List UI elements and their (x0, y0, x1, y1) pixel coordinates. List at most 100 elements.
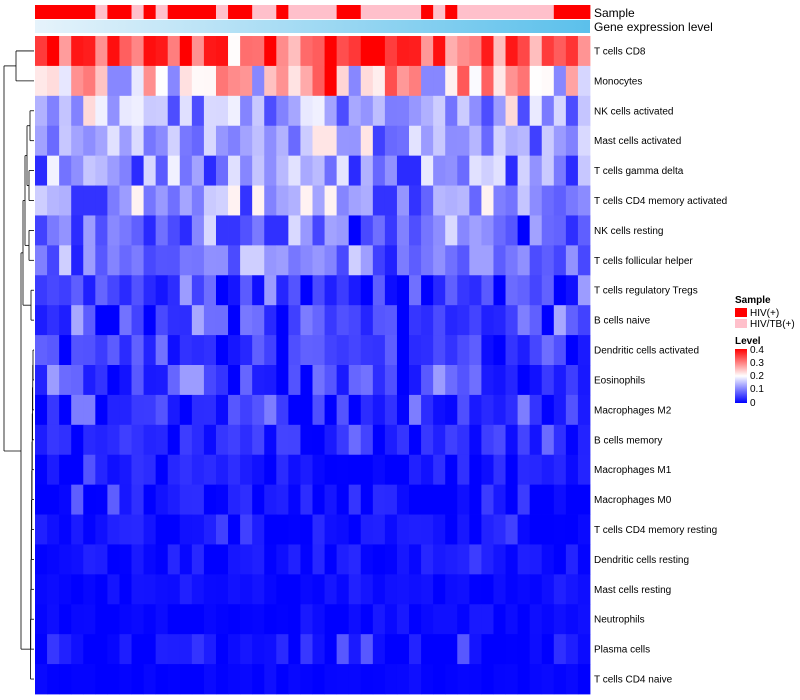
heatmap-cell (203, 185, 217, 216)
heatmap-cell (300, 544, 313, 575)
sample-annotation-cell (553, 5, 567, 19)
heatmap-cell (493, 275, 506, 306)
heatmap-cell (396, 424, 410, 456)
heatmap-cell (384, 305, 398, 336)
heatmap-cell (577, 65, 591, 97)
heatmap-cell (324, 125, 338, 157)
heatmap-cell (107, 275, 120, 306)
heatmap-cell (312, 275, 325, 306)
row-label: Monocytes (594, 76, 642, 87)
heatmap-cell (71, 514, 84, 545)
heatmap-cell (312, 454, 325, 486)
heatmap-cell (155, 454, 169, 486)
heatmap-cell (529, 574, 543, 605)
heatmap-cell (59, 574, 72, 605)
heatmap-cell (131, 215, 144, 246)
row-dendrogram (3, 50, 34, 680)
heatmap-cell (252, 394, 265, 426)
heatmap-cell (433, 484, 446, 515)
heatmap-cell (107, 95, 120, 127)
heatmap-cell (191, 95, 205, 127)
heatmap-cell (384, 335, 398, 366)
heatmap-cell (505, 335, 519, 366)
heatmap-cell (179, 215, 193, 246)
heatmap-cell (228, 335, 241, 366)
row-label: B cells naive (594, 316, 651, 327)
heatmap-cell (59, 245, 72, 276)
heatmap-cell (457, 454, 470, 486)
heatmap-cell (59, 185, 72, 216)
heatmap-cell (324, 36, 338, 67)
heatmap-cell (577, 484, 591, 515)
heatmap-cell (167, 604, 181, 635)
heatmap-cell (541, 664, 555, 695)
sample-annotation-cell (493, 5, 506, 19)
heatmap-cell (529, 65, 543, 97)
heatmap-cell (421, 424, 434, 456)
heatmap-cell (409, 95, 422, 127)
heatmap-cell (240, 245, 253, 276)
heatmap-cell (95, 424, 108, 456)
heatmap-cell (541, 604, 555, 635)
heatmap-cell (95, 275, 108, 306)
heatmap-cell (35, 125, 48, 157)
heatmap-cell (83, 245, 96, 276)
heatmap-cell (553, 65, 567, 97)
heatmap-cell (396, 215, 410, 246)
heatmap-cell (252, 544, 265, 575)
heatmap-cell (517, 95, 531, 127)
heatmap-cell (565, 245, 579, 276)
heatmap-cell (203, 215, 217, 246)
heatmap-cell (35, 155, 48, 186)
heatmap-cell (324, 514, 338, 545)
heatmap-cell (360, 245, 374, 276)
heatmap-cell (35, 305, 48, 336)
heatmap-cell (59, 335, 72, 366)
heatmap-cell (203, 125, 217, 157)
heatmap-cell (264, 574, 277, 605)
heatmap-cell (167, 574, 181, 605)
heatmap-cell (348, 604, 362, 635)
heatmap-cell (119, 215, 132, 246)
heatmap-cell (131, 185, 144, 216)
heatmap-cell (505, 424, 519, 456)
heatmap-cell (553, 95, 567, 127)
heatmap-cell (493, 155, 506, 186)
heatmap-cell (553, 514, 567, 545)
heatmap-cell (228, 544, 241, 575)
heatmap-cell (276, 394, 289, 426)
sample-track-label: Sample (594, 6, 635, 20)
heatmap-cell (433, 65, 446, 97)
heatmap-cell (372, 574, 386, 605)
heatmap-cell (203, 245, 217, 276)
heatmap-cell (228, 394, 241, 426)
heatmap-cell (35, 275, 48, 306)
heatmap-cell (155, 335, 169, 366)
heatmap-cell (252, 215, 265, 246)
heatmap-cell (107, 574, 120, 605)
heatmap-cell (360, 544, 374, 575)
heatmap-cell (264, 65, 277, 97)
heatmap-cell (240, 125, 253, 157)
heatmap-cell (505, 574, 519, 605)
heatmap-cell (143, 424, 157, 456)
heatmap-cell (252, 454, 265, 486)
heatmap-cell (529, 664, 543, 695)
heatmap-cell (107, 245, 120, 276)
heatmap-cell (553, 275, 567, 306)
heatmap-cell (312, 664, 325, 695)
heatmap-cell (179, 275, 193, 306)
row-label: Mast cells activated (594, 136, 681, 147)
sample-annotation-cell (372, 5, 386, 19)
heatmap-cell (336, 574, 350, 605)
heatmap-cell (372, 514, 386, 545)
heatmap-cell (288, 664, 301, 695)
heatmap-cell (348, 514, 362, 545)
heatmap-cell (348, 484, 362, 515)
heatmap-cell (228, 65, 241, 97)
heatmap-cell (577, 335, 591, 366)
heatmap-cell (83, 424, 96, 456)
heatmap-cell (228, 664, 241, 695)
heatmap-cell (155, 664, 169, 695)
